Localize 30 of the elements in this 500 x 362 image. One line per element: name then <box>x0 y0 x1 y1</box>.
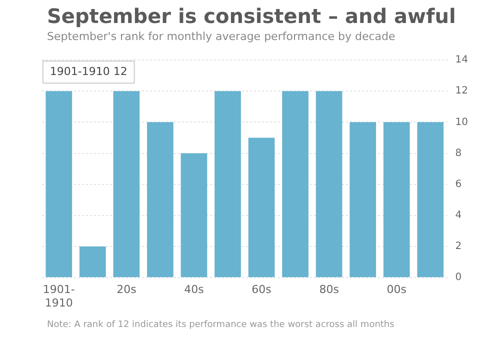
y-tick-label: 12 <box>455 86 468 97</box>
x-tick-label: 00s <box>386 283 407 296</box>
x-tick-label: 40s <box>184 283 204 296</box>
bar <box>46 91 72 278</box>
bar <box>147 122 174 278</box>
y-tick-label: 6 <box>455 178 462 190</box>
y-tick-label: 14 <box>455 54 468 66</box>
bar <box>180 153 208 278</box>
y-tick-label: 0 <box>455 272 462 284</box>
annotation: 1901-1910 12 <box>50 64 128 78</box>
bar <box>282 91 308 278</box>
bar <box>417 122 444 278</box>
text: Note: A rank of 12 indicates its performance was the worst across all months <box>47 320 394 330</box>
bar <box>316 91 342 278</box>
y-tick-label: 10 <box>455 116 468 128</box>
y-tick-label: 4 <box>455 210 462 222</box>
chart-subtitle: September's rank for monthly average performance by decade <box>47 30 396 43</box>
x-tick-label: 1901-1910 <box>42 283 75 310</box>
bar <box>79 246 106 278</box>
bar <box>248 138 275 278</box>
y-tick-label: 8 <box>455 148 462 159</box>
x-tick-label: 60s <box>252 283 272 296</box>
bar <box>214 91 241 278</box>
bar <box>383 122 410 278</box>
x-tick-label: 80s <box>319 283 340 296</box>
chart-title: September is consistent – and awful <box>47 4 456 28</box>
x-tick-label: 20s <box>116 283 137 296</box>
bar <box>113 91 140 278</box>
y-tick-label: 2 <box>455 241 462 252</box>
bar <box>350 122 376 278</box>
